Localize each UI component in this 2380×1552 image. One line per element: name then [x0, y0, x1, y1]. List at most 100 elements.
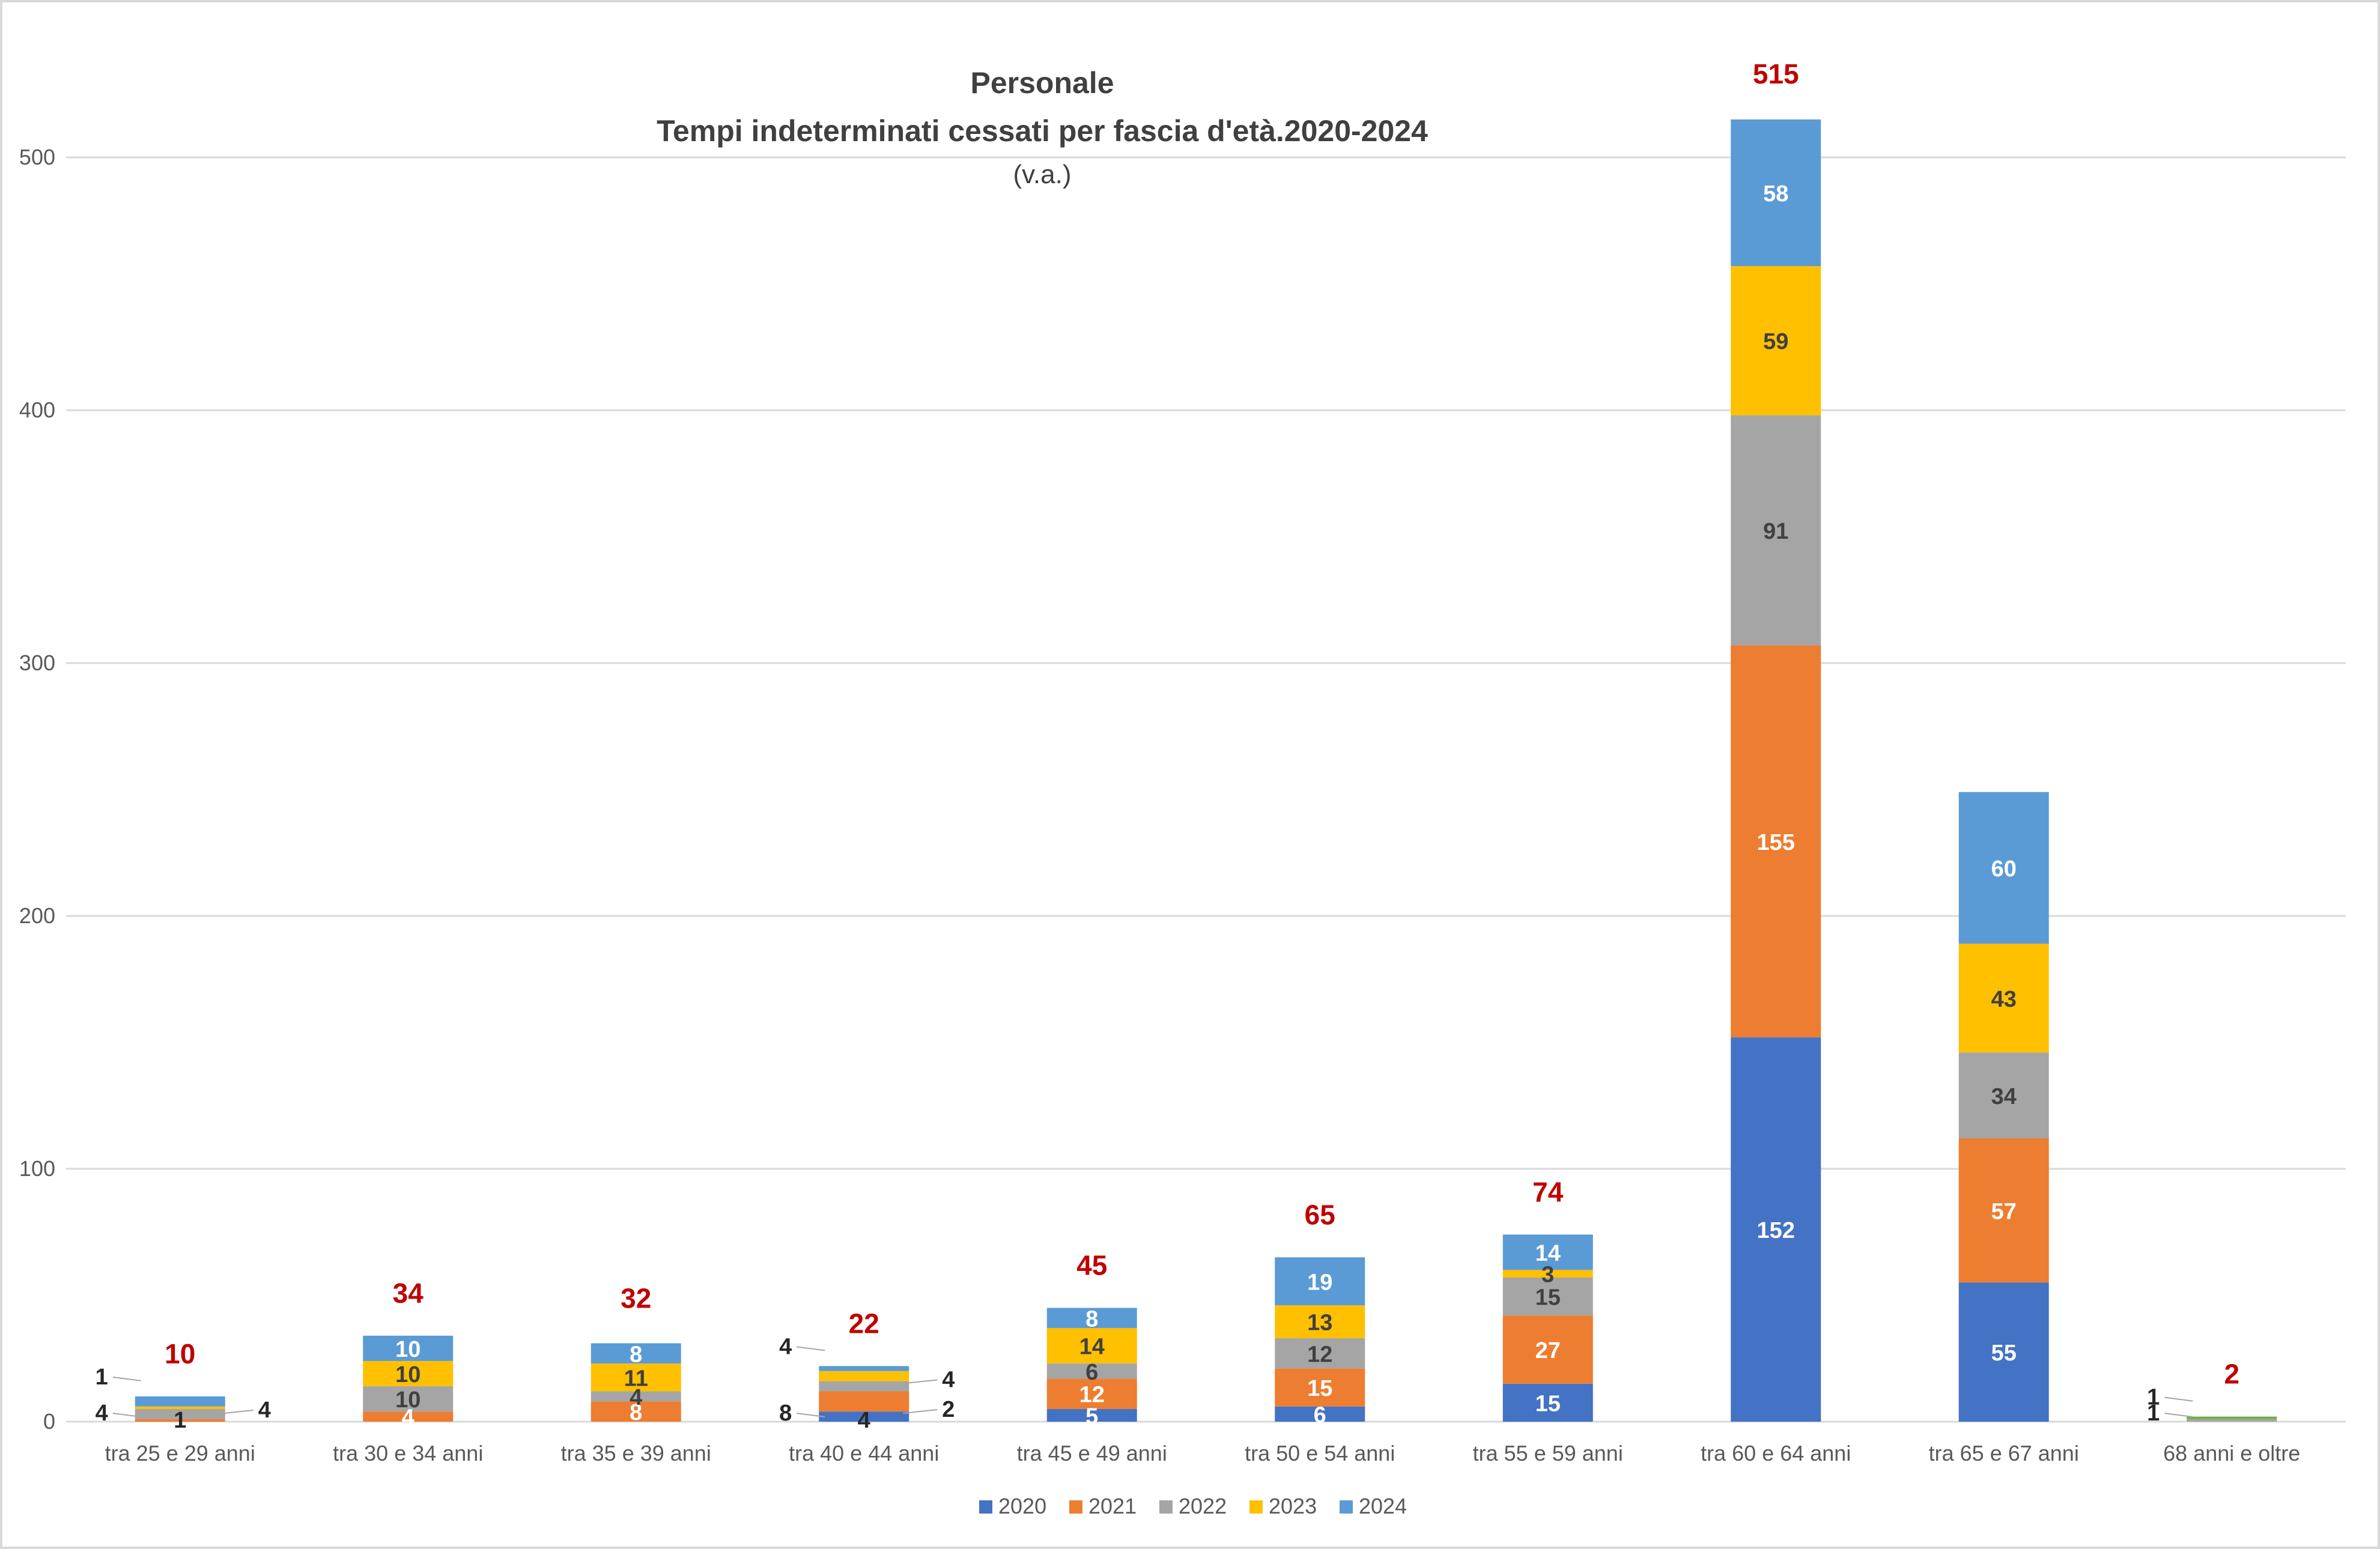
x-tick-label: tra 55 e 59 anni	[1473, 1441, 1623, 1466]
bar-segment	[1275, 1368, 1365, 1407]
bar-segment	[1275, 1406, 1365, 1422]
bar-segment	[1502, 1315, 1593, 1384]
leader-line	[112, 1413, 141, 1417]
bar-segment	[590, 1343, 681, 1364]
segment-label: 155	[1757, 830, 1795, 855]
bar-segment	[2187, 1419, 2277, 1422]
legend-label: 2023	[1269, 1494, 1317, 1518]
x-tick-label: tra 25 e 29 anni	[105, 1441, 255, 1466]
bar-segment	[1731, 1037, 1821, 1422]
bar-segment	[1275, 1338, 1365, 1369]
bar-segment	[1731, 119, 1821, 267]
segment-label: 91	[1763, 519, 1788, 544]
leader-line	[903, 1409, 938, 1414]
segment-label: 14	[1535, 1241, 1561, 1266]
leader-line	[903, 1379, 938, 1384]
y-tick-label: 500	[19, 145, 55, 169]
segment-label: 34	[1991, 1084, 2017, 1109]
bar-segment	[1502, 1234, 1593, 1270]
y-tick-label: 200	[19, 903, 55, 928]
bar-segment	[1958, 1052, 2049, 1139]
segment-label: 6	[1314, 1402, 1326, 1428]
segment-label: 12	[1079, 1383, 1105, 1408]
leader-line	[2164, 1396, 2193, 1402]
bar-segment	[2187, 1416, 2277, 1419]
bar-segment	[819, 1366, 909, 1371]
x-tick-label: tra 35 e 39 anni	[561, 1441, 711, 1466]
x-tick-label: tra 50 e 54 anni	[1245, 1441, 1395, 1466]
leader-line	[219, 1409, 253, 1414]
segment-label: 10	[395, 1337, 420, 1362]
bar-segment	[590, 1363, 681, 1392]
x-tick-label: tra 60 e 64 anni	[1701, 1441, 1851, 1466]
segment-label: 152	[1757, 1218, 1795, 1243]
segment-label: 10	[395, 1387, 420, 1413]
segment-label: 4	[942, 1367, 955, 1392]
bar-segment	[1958, 792, 2049, 944]
legend-label: 2020	[998, 1494, 1046, 1518]
bar-segment	[819, 1381, 909, 1392]
total-label: 10	[165, 1338, 195, 1369]
x-tick-label: tra 30 e 34 anni	[333, 1441, 483, 1466]
segment-label: 1	[96, 1365, 108, 1390]
leader-line	[797, 1413, 825, 1417]
y-tick-label: 100	[19, 1156, 55, 1181]
y-tick-label: 400	[19, 398, 55, 422]
bar-segment	[363, 1335, 454, 1361]
segment-label: 1	[2147, 1385, 2160, 1410]
bar-segment	[1958, 944, 2049, 1053]
bar-segment	[1046, 1363, 1137, 1379]
segment-label: 43	[1991, 987, 2017, 1012]
segment-label: 60	[1991, 856, 2017, 882]
segment-label: 2	[942, 1397, 955, 1422]
bar-segment	[135, 1408, 225, 1419]
bar-segment	[1275, 1257, 1365, 1306]
bar-segment	[590, 1401, 681, 1422]
bar-segment	[1731, 415, 1821, 646]
segment-label: 59	[1763, 329, 1788, 354]
segment-label: 13	[1307, 1311, 1332, 1336]
total-label: 34	[393, 1278, 424, 1309]
segment-label: 5	[1085, 1404, 1098, 1429]
bars	[135, 119, 2277, 1422]
leader-line	[797, 1346, 825, 1351]
segment-label: 10	[395, 1362, 420, 1387]
leader-line	[2164, 1413, 2193, 1417]
bar-segment	[1046, 1408, 1137, 1422]
legend-swatch	[1069, 1500, 1082, 1514]
bar-segment	[1958, 1138, 2049, 1283]
legend-swatch	[1159, 1500, 1173, 1514]
leader-line	[112, 1376, 141, 1381]
bar-segment	[1502, 1270, 1593, 1278]
segment-label: 8	[630, 1342, 642, 1367]
legend-swatch	[1340, 1500, 1353, 1514]
legend-swatch	[1249, 1500, 1263, 1514]
chart-title: Personale	[970, 66, 1114, 100]
segment-label: 1	[2147, 1401, 2160, 1426]
y-tick-label: 300	[19, 650, 55, 675]
y-tick-label: 0	[43, 1409, 55, 1434]
segment-label: 6	[1085, 1360, 1098, 1385]
segment-label: 1	[174, 1408, 186, 1433]
segment-label: 15	[1307, 1376, 1332, 1401]
segment-label: 3	[1541, 1263, 1554, 1288]
axes: 0 100 200 300 400 500 tra 25 e 29 anni tra 30 e…	[19, 145, 2300, 1466]
segment-label: 27	[1535, 1338, 1561, 1363]
legend-swatch	[979, 1500, 992, 1514]
total-label: 22	[849, 1308, 879, 1339]
legend-label: 2024	[1359, 1494, 1407, 1518]
bar-segment	[1046, 1308, 1137, 1329]
x-tick-label: tra 45 e 49 anni	[1017, 1441, 1167, 1466]
segment-label: 19	[1307, 1270, 1332, 1295]
bar-segment	[363, 1386, 454, 1412]
bar-segment	[135, 1396, 225, 1407]
segment-label: 8	[1085, 1306, 1098, 1332]
bar-segment	[1731, 645, 1821, 1038]
segment-label: 15	[1535, 1285, 1561, 1311]
segment-label: 4	[258, 1398, 271, 1423]
legend-label: 2021	[1088, 1494, 1137, 1518]
x-tick-label: 68 anni e oltre	[2163, 1441, 2300, 1466]
total-label: 65	[1305, 1199, 1335, 1230]
x-tick-label: tra 40 e 44 anni	[789, 1441, 939, 1466]
